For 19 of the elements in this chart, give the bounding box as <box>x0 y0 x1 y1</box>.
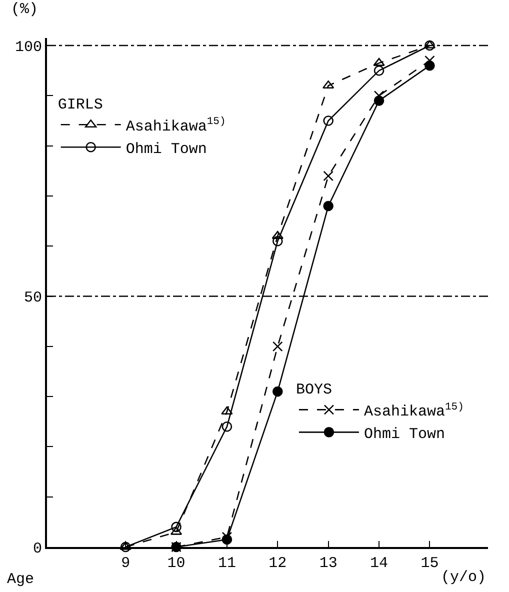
annotation: GIRLS <box>58 96 103 114</box>
legend-label: Asahikawa$^{15)}$ <box>364 401 464 421</box>
y-axis-title: (%) <box>11 1 38 18</box>
x-tick-label: 14 <box>370 555 388 572</box>
legend-label: Asahikawa$^{15)}$ <box>126 116 226 136</box>
x-tick-label: 11 <box>218 555 236 572</box>
x-tick-label: 12 <box>268 555 287 572</box>
x-tick-label: 9 <box>121 555 130 572</box>
text: (y/o) <box>441 569 486 586</box>
x-tick-label: 15 <box>420 555 439 572</box>
y-tick-label: 50 <box>24 290 42 307</box>
x-tick-label: 13 <box>319 555 338 572</box>
y-tick-label: 100 <box>14 38 42 56</box>
y-tick-label: 0 <box>32 540 42 558</box>
x-tick-label: 10 <box>167 555 186 572</box>
x-axis-title: Age <box>7 571 34 588</box>
legend-label: Ohmi Town <box>126 141 207 158</box>
legend-label: Ohmi Town <box>364 426 445 444</box>
annotation: BOYS <box>296 381 332 398</box>
